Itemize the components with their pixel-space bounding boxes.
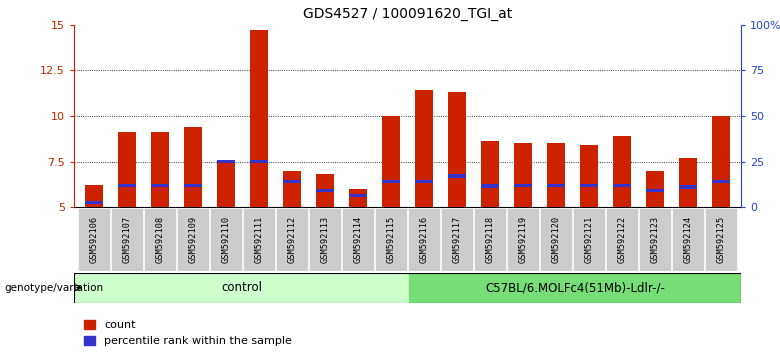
Bar	[613, 184, 631, 187]
Bar	[382, 180, 400, 183]
Bar	[310, 209, 340, 271]
Text: GSM592114: GSM592114	[353, 216, 363, 263]
Bar	[85, 185, 103, 207]
Text: GSM592109: GSM592109	[189, 216, 197, 263]
Bar	[349, 189, 367, 207]
Bar	[79, 209, 109, 271]
Bar	[184, 184, 202, 187]
Text: GSM592120: GSM592120	[551, 216, 561, 263]
Bar	[448, 175, 466, 178]
Bar	[607, 209, 637, 271]
Bar	[409, 209, 439, 271]
Bar	[481, 184, 499, 188]
Bar	[712, 116, 730, 207]
Bar	[250, 30, 268, 207]
Bar	[316, 189, 334, 192]
Text: GSM592122: GSM592122	[618, 216, 626, 263]
Bar	[475, 209, 505, 271]
Bar	[244, 209, 274, 271]
Text: GSM592116: GSM592116	[420, 216, 428, 263]
Bar	[679, 185, 697, 189]
Bar	[145, 209, 175, 271]
Bar	[211, 209, 241, 271]
Text: GSM592118: GSM592118	[486, 216, 495, 263]
Bar	[481, 142, 499, 207]
Bar	[283, 171, 301, 207]
Bar	[316, 174, 334, 207]
Bar	[376, 209, 406, 271]
Text: GSM592106: GSM592106	[90, 216, 98, 263]
Bar	[349, 194, 367, 197]
Bar	[151, 184, 169, 187]
Bar	[646, 189, 665, 192]
Bar	[706, 209, 736, 271]
Text: C57BL/6.MOLFc4(51Mb)-Ldlr-/-: C57BL/6.MOLFc4(51Mb)-Ldlr-/-	[485, 281, 665, 294]
Bar	[415, 90, 433, 207]
Text: GSM592121: GSM592121	[585, 216, 594, 263]
Bar	[712, 180, 730, 183]
Bar	[250, 160, 268, 163]
Bar	[112, 209, 142, 271]
Bar	[673, 209, 704, 271]
Bar	[85, 201, 103, 204]
Text: GSM592125: GSM592125	[717, 216, 725, 263]
Bar	[382, 116, 400, 207]
Bar	[547, 184, 566, 187]
Text: GSM592115: GSM592115	[387, 216, 395, 263]
Bar	[514, 184, 532, 187]
Bar	[217, 160, 235, 163]
Bar	[74, 273, 410, 303]
Text: GSM592110: GSM592110	[222, 216, 230, 263]
Bar	[574, 209, 605, 271]
Text: GSM592123: GSM592123	[651, 216, 660, 263]
Text: GSM592124: GSM592124	[684, 216, 693, 263]
Bar	[646, 171, 665, 207]
Text: genotype/variation: genotype/variation	[4, 282, 103, 293]
Legend: count, percentile rank within the sample: count, percentile rank within the sample	[80, 315, 296, 351]
Text: GSM592119: GSM592119	[519, 216, 527, 263]
Bar	[508, 209, 538, 271]
Text: GSM592111: GSM592111	[254, 216, 264, 263]
Bar	[580, 184, 598, 187]
Bar	[514, 143, 532, 207]
Text: GSM592112: GSM592112	[288, 216, 296, 263]
Bar	[547, 143, 566, 207]
Bar	[410, 273, 741, 303]
Text: GSM592107: GSM592107	[122, 216, 131, 263]
Bar	[217, 161, 235, 207]
Bar	[448, 92, 466, 207]
Text: GSM592117: GSM592117	[452, 216, 462, 263]
Bar	[118, 132, 136, 207]
Title: GDS4527 / 100091620_TGI_at: GDS4527 / 100091620_TGI_at	[303, 7, 512, 21]
Text: control: control	[222, 281, 262, 294]
Bar	[118, 184, 136, 187]
Bar	[343, 209, 373, 271]
Bar	[283, 180, 301, 183]
Bar	[541, 209, 571, 271]
Bar	[613, 136, 631, 207]
Bar	[580, 145, 598, 207]
Text: GSM592108: GSM592108	[155, 216, 165, 263]
Bar	[442, 209, 472, 271]
Bar	[415, 180, 433, 183]
Bar	[178, 209, 208, 271]
Bar	[184, 127, 202, 207]
Bar	[277, 209, 307, 271]
Bar	[151, 132, 169, 207]
Bar	[640, 209, 670, 271]
Bar	[679, 158, 697, 207]
Text: GSM592113: GSM592113	[321, 216, 329, 263]
